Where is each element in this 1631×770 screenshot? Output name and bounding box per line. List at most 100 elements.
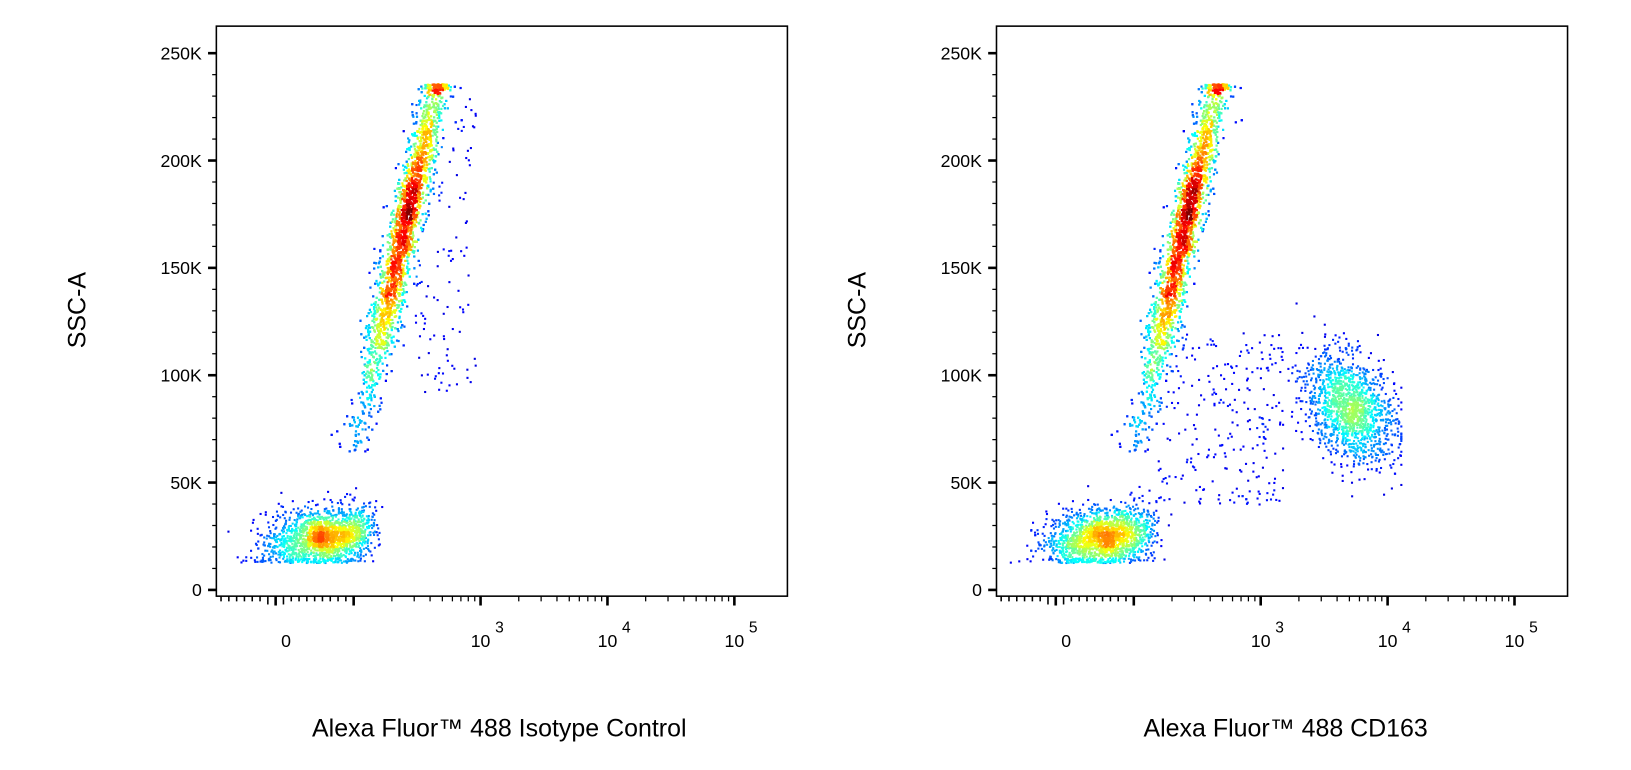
data-point (417, 259, 420, 262)
data-point (433, 334, 436, 337)
data-point (445, 83, 448, 86)
data-point (369, 286, 372, 289)
data-point (414, 314, 417, 317)
data-point (417, 221, 420, 224)
data-point (327, 520, 330, 523)
data-point (398, 191, 401, 194)
data-point (304, 534, 307, 538)
data-point (375, 318, 378, 321)
data-point (294, 558, 297, 561)
data-point (464, 105, 467, 108)
data-point (372, 313, 375, 316)
data-point (432, 192, 436, 196)
data-point (357, 526, 361, 529)
data-point (269, 542, 272, 546)
data-point (357, 560, 360, 563)
data-point (344, 543, 347, 546)
data-point (345, 545, 348, 548)
data-point (386, 364, 389, 367)
data-point (408, 139, 411, 142)
data-point (353, 521, 356, 524)
data-point (306, 515, 309, 518)
data-point (298, 532, 301, 535)
data-point (373, 330, 376, 333)
data-point (360, 350, 363, 353)
data-point (413, 282, 416, 285)
data-point (329, 558, 332, 561)
data-point (435, 140, 438, 143)
data-point (402, 264, 405, 267)
data-point (281, 535, 284, 538)
data-point (345, 552, 348, 555)
data-point (378, 354, 381, 357)
data-point (245, 556, 248, 559)
data-point (378, 404, 381, 407)
data-point (434, 128, 437, 132)
data-point (416, 249, 419, 252)
data-point (362, 526, 365, 529)
data-point (311, 514, 314, 517)
data-point (341, 527, 344, 530)
data-point (403, 179, 406, 182)
data-point (373, 261, 376, 264)
data-point (385, 332, 388, 335)
data-point (423, 116, 426, 119)
data-point (334, 520, 337, 523)
data-point (301, 531, 304, 534)
data-point (384, 356, 387, 359)
data-point (367, 438, 370, 441)
data-point (345, 516, 348, 519)
data-point (332, 552, 335, 555)
data-point (390, 232, 393, 236)
data-point (365, 335, 368, 338)
data-point (433, 119, 436, 122)
data-point (343, 423, 346, 426)
data-point (415, 275, 418, 278)
data-point (291, 529, 294, 532)
data-point (381, 269, 384, 273)
data-point (360, 549, 363, 552)
data-point (288, 549, 291, 552)
data-point (380, 320, 383, 323)
data-point (353, 496, 356, 499)
data-point (374, 301, 377, 304)
data-point (289, 558, 292, 561)
data-point (340, 555, 343, 558)
data-point (379, 376, 382, 379)
data-point (433, 161, 436, 164)
data-point (411, 243, 414, 246)
data-point (301, 529, 304, 532)
data-point (438, 119, 441, 122)
data-point (335, 533, 338, 536)
data-point (339, 445, 342, 448)
data-point (328, 511, 331, 514)
data-point (446, 359, 449, 362)
data-point (292, 508, 295, 511)
data-point (358, 556, 361, 559)
data-point (459, 196, 462, 199)
data-point (428, 159, 431, 162)
data-point (429, 180, 432, 183)
data-point (366, 436, 369, 439)
data-point (348, 422, 351, 426)
data-point (341, 503, 344, 506)
data-point (340, 552, 343, 555)
data-point (360, 535, 363, 538)
data-point (370, 351, 374, 354)
data-point (360, 441, 363, 444)
data-point (303, 530, 306, 533)
data-point (260, 559, 263, 562)
data-point (392, 301, 395, 304)
data-point (367, 349, 370, 352)
data-point (403, 172, 406, 175)
data-point (361, 529, 364, 532)
data-point (377, 283, 380, 286)
data-point (375, 531, 378, 534)
data-point (467, 303, 470, 306)
data-point (425, 295, 428, 298)
data-point (438, 388, 441, 391)
data-point (332, 530, 335, 533)
data-point (370, 391, 373, 394)
data-point (423, 94, 426, 97)
data-point (404, 165, 407, 168)
